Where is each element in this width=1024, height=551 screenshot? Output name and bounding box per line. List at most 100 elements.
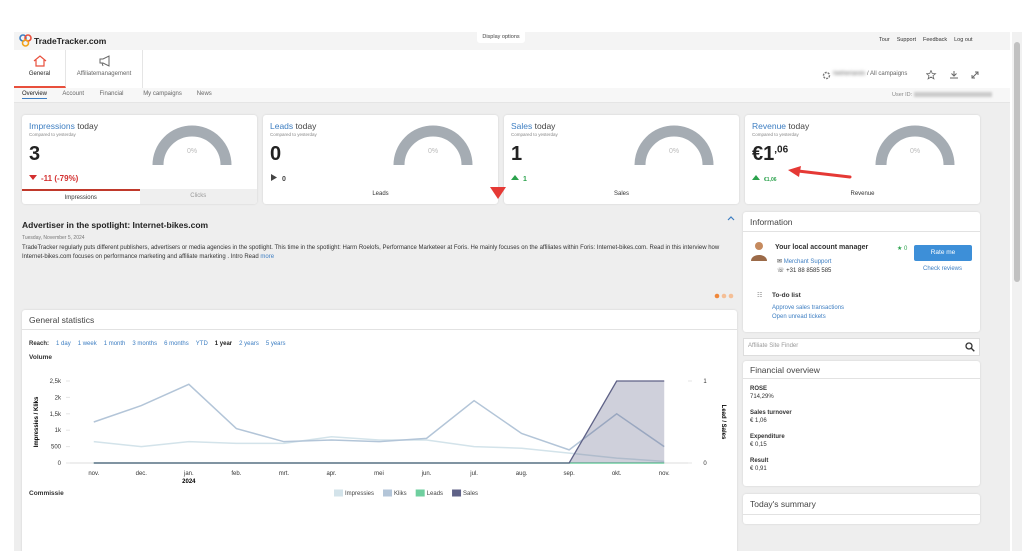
megaphone-icon bbox=[99, 55, 109, 67]
read-more[interactable]: more bbox=[260, 254, 275, 260]
reach-link[interactable]: 1 day bbox=[56, 341, 71, 347]
kpi-title: Impressions today bbox=[29, 121, 98, 131]
y-axis-label: Impressies / Kliks bbox=[34, 396, 40, 447]
gauge: 0% bbox=[875, 125, 955, 166]
legend-label: Impressies bbox=[345, 491, 374, 497]
gauge-arc bbox=[152, 125, 232, 166]
scrollbar[interactable] bbox=[1012, 32, 1022, 551]
reach-link[interactable]: 5 years bbox=[265, 341, 286, 347]
todo-item[interactable]: Approve sales transactions bbox=[772, 305, 845, 311]
line bbox=[93, 383, 665, 451]
phone: +31 88 8585 585 bbox=[786, 268, 832, 274]
site-finder[interactable]: Affiliate Site Finder bbox=[743, 338, 980, 356]
kpi-name: Impressions bbox=[29, 121, 75, 131]
x-tick-label: okt. bbox=[612, 471, 622, 477]
gauge-label: 0% bbox=[187, 148, 197, 155]
campaign-select[interactable]: Netherlands / All campaigns bbox=[833, 71, 907, 77]
financial-label: Result bbox=[750, 458, 769, 464]
reach-link[interactable]: YTD bbox=[195, 341, 208, 347]
nav-tab[interactable]: General bbox=[14, 50, 66, 88]
reach-link[interactable]: 1 week bbox=[77, 341, 97, 347]
reach-link[interactable]: 3 months bbox=[132, 341, 158, 347]
legend-swatch bbox=[334, 489, 343, 497]
reach-links: Reach: 1 day 1 week 1 month 3 months 6 months… bbox=[29, 341, 286, 347]
y-tick-label: 1k bbox=[55, 428, 62, 434]
sub-tab[interactable]: News bbox=[196, 91, 212, 97]
kpi-value: 3 bbox=[29, 143, 40, 166]
kpi-tab[interactable]: Clicks bbox=[139, 189, 257, 204]
information-card: Information Your local account manager ★… bbox=[743, 212, 980, 332]
header-link[interactable]: Tour bbox=[879, 37, 890, 43]
reach-link[interactable]: 1 month bbox=[103, 341, 126, 347]
header-link[interactable]: Feedback bbox=[922, 37, 948, 43]
carousel-dots[interactable] bbox=[714, 293, 736, 299]
kpi-card: Sales today Compared to yesterday 1 0% 1 Sale… bbox=[504, 115, 739, 204]
x-tick-label: dec. bbox=[136, 471, 148, 477]
y2-tick-label: 1 bbox=[703, 379, 707, 385]
financial-label: ROSE bbox=[750, 386, 768, 392]
manager-name[interactable]: Merchant Support bbox=[783, 259, 832, 265]
spotlight-title[interactable]: Advertiser in the spotlight: Internet-bi… bbox=[22, 220, 209, 230]
x-tick-label: jun. bbox=[421, 471, 432, 477]
campaign-account: Netherlands bbox=[833, 71, 866, 77]
sub-tab[interactable]: Financial bbox=[99, 91, 124, 97]
display-options[interactable]: Display options bbox=[477, 32, 525, 43]
divider bbox=[743, 231, 980, 232]
todo-item[interactable]: Open unread tickets bbox=[772, 314, 826, 320]
gauge: 0% bbox=[634, 125, 714, 166]
kpi-tab[interactable]: Impressions bbox=[22, 189, 140, 204]
x-tick-label: mei bbox=[374, 471, 384, 477]
collapse-icon[interactable] bbox=[727, 215, 735, 221]
x-tick-label: jan. bbox=[183, 471, 194, 477]
y-tick-label: 1,5k bbox=[50, 412, 62, 418]
financial-value: € 1,06 bbox=[750, 418, 767, 424]
gauge: 0% bbox=[393, 125, 473, 166]
kpi-name: Leads bbox=[270, 121, 294, 131]
trend-icon bbox=[752, 175, 760, 180]
spotlight-text: TradeTracker regularly puts different pu… bbox=[22, 244, 734, 262]
kpi-period: today bbox=[77, 121, 98, 131]
sub-tab[interactable]: My campaigns bbox=[143, 91, 182, 97]
line bbox=[93, 436, 665, 463]
rate-button[interactable]: Rate me bbox=[914, 245, 972, 261]
x-tick-label: apr. bbox=[326, 471, 336, 477]
header-link[interactable]: Support bbox=[896, 37, 916, 43]
star-count: 0 bbox=[904, 246, 908, 252]
kpi-footer: Revenue bbox=[850, 191, 875, 197]
chart-title: Volume bbox=[29, 354, 52, 361]
statistics-title: General statistics bbox=[29, 315, 95, 325]
reach-link[interactable]: 1 year bbox=[214, 341, 233, 347]
kpi-change: 1 bbox=[511, 174, 527, 183]
sub-tab[interactable]: Account bbox=[62, 91, 85, 97]
kpi-value: 1 bbox=[511, 143, 522, 166]
settings-icon[interactable] bbox=[822, 71, 831, 80]
kpi-change: €1,06 bbox=[752, 174, 777, 183]
reach-link[interactable]: 6 months bbox=[164, 341, 189, 347]
divider bbox=[743, 514, 980, 515]
search-icon[interactable] bbox=[965, 342, 975, 352]
user-id: User ID: bbox=[892, 92, 992, 98]
kpi-period: today bbox=[295, 121, 317, 131]
header-link[interactable]: Log out bbox=[954, 37, 973, 43]
sub-tab[interactable]: Overview bbox=[22, 91, 48, 99]
trend-shape bbox=[511, 175, 519, 180]
kpi-subtitle: Compared to yesterday bbox=[752, 132, 799, 137]
statistics-card: General statistics Reach: 1 day 1 week 1 mo… bbox=[22, 310, 737, 551]
kpi-title: Leads today bbox=[270, 121, 316, 131]
nav-bar bbox=[14, 50, 1010, 88]
financial-value: € 0,91 bbox=[750, 466, 767, 472]
sub-nav: Overview Account Financial My campaigns News bbox=[14, 88, 1010, 103]
logo-icon bbox=[19, 34, 32, 47]
scroll-thumb[interactable] bbox=[1014, 42, 1020, 282]
logo[interactable]: TradeTracker.com bbox=[34, 36, 107, 46]
y-tick-label: 2,5k bbox=[50, 379, 62, 385]
kpi-footer: Leads bbox=[372, 191, 389, 197]
nav-tab[interactable]: Affiliatemanagement bbox=[66, 50, 143, 88]
kpi-name: Sales bbox=[511, 121, 533, 131]
check-reviews[interactable]: Check reviews bbox=[923, 266, 963, 272]
kpi-card: Revenue today Compared to yesterday €1,06 0… bbox=[745, 115, 980, 204]
x-tick-label: aug. bbox=[516, 471, 528, 477]
reach-link[interactable]: 2 years bbox=[239, 341, 259, 347]
gauge-arc bbox=[634, 125, 714, 166]
kpi-value: €1,06 bbox=[752, 143, 788, 166]
